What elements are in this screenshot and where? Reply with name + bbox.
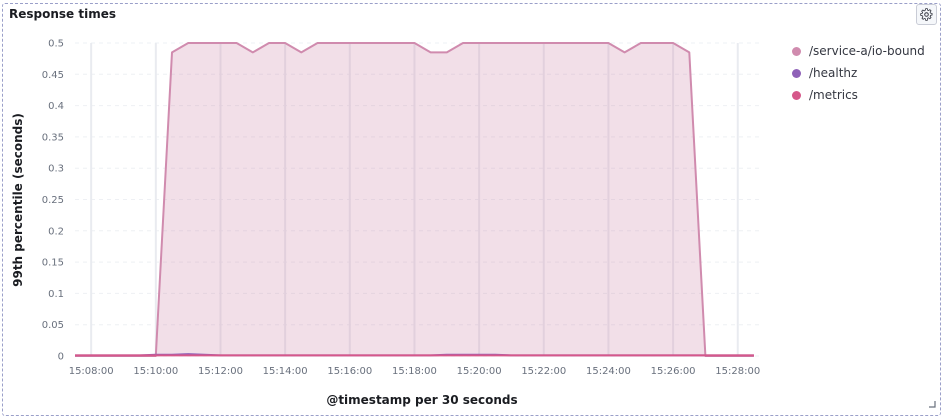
series-line-service-a-io-bound [75, 42, 754, 357]
legend-label: /service-a/io-bound [809, 44, 925, 58]
x-tick-label: 15:18:00 [392, 366, 437, 377]
x-tick-label: 15:16:00 [327, 366, 372, 377]
legend-dot [792, 90, 801, 100]
x-axis-title: @timestamp per 30 seconds [326, 393, 517, 407]
x-tick-label: 15:24:00 [586, 366, 631, 377]
y-tick-label: 0.25 [42, 195, 64, 206]
y-tick-label: 0.4 [48, 101, 64, 112]
y-tick-label: 0.5 [48, 39, 64, 50]
legend-label: /metrics [809, 88, 858, 102]
y-tick-label: 0.35 [42, 132, 64, 143]
chart-legend: /service-a/io-bound /healthz /metrics [792, 40, 937, 106]
series-layer [75, 42, 754, 357]
x-tick-label: 15:08:00 [69, 366, 114, 377]
gear-icon [920, 8, 933, 21]
legend-item-healthz[interactable]: /healthz [792, 62, 937, 84]
panel-options-button[interactable] [916, 4, 937, 25]
series-area-service-a-io-bound [75, 43, 754, 356]
x-gridlines [90, 43, 739, 356]
x-tick-label: 15:12:00 [198, 366, 243, 377]
x-tick-label: 15:14:00 [263, 366, 308, 377]
y-tick-label: 0.05 [42, 320, 64, 331]
legend-item-service-a-io-bound[interactable]: /service-a/io-bound [792, 40, 937, 62]
x-tick-label: 15:20:00 [457, 366, 502, 377]
x-tick-label: 15:10:00 [133, 366, 178, 377]
y-tick-label: 0.3 [48, 164, 64, 175]
x-axis-ticks: 15:08:00 15:10:00 15:12:00 15:14:00 15:16:00… [69, 366, 761, 377]
panel-title: Response times [9, 7, 116, 21]
legend-dot [792, 46, 801, 56]
y-axis-ticks: 0 0.05 0.1 0.15 0.2 0.25 0.3 0.35 0.4 0.45 0.5 [42, 39, 64, 363]
x-tick-label: 15:28:00 [715, 366, 760, 377]
resize-handle-icon[interactable] [928, 400, 936, 408]
visualization-panel [2, 3, 941, 416]
y-tick-label: 0.2 [48, 226, 64, 237]
y-tick-label: 0 [58, 352, 64, 363]
legend-label: /healthz [809, 66, 858, 80]
y-axis-title: 99th percentile (seconds) [11, 113, 25, 287]
x-tick-label: 15:22:00 [521, 366, 566, 377]
legend-dot [792, 68, 801, 78]
y-tick-label: 0.45 [42, 70, 64, 81]
x-tick-label: 15:26:00 [651, 366, 696, 377]
y-tick-label: 0.15 [42, 258, 64, 269]
y-tick-label: 0.1 [48, 289, 64, 300]
legend-item-metrics[interactable]: /metrics [792, 84, 937, 106]
